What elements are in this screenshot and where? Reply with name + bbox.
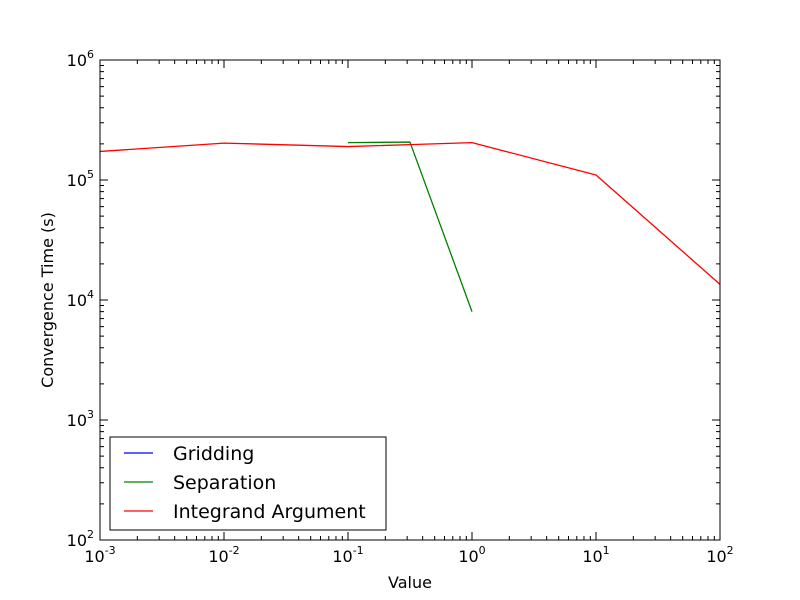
legend-items: Gridding Separation Integrand Argument	[124, 443, 366, 523]
x-tick-label-exponent: -1	[353, 544, 364, 557]
x-tick-label-exponent: 2	[727, 544, 734, 557]
series-line-2	[99, 141, 721, 285]
x-tick-label-base: 10	[208, 547, 228, 566]
x-tick-label: 101	[582, 544, 609, 566]
y-tick-label-exponent: 6	[87, 48, 94, 61]
y-axis-label: Convergence Time (s)	[38, 212, 57, 388]
y-tick-label: 102	[67, 528, 94, 550]
y-tick-label-exponent: 3	[87, 408, 94, 421]
y-tick-label-base: 10	[67, 51, 87, 70]
x-tick-label: 10-1	[332, 544, 363, 566]
legend: Gridding Separation Integrand Argument	[109, 436, 387, 531]
y-tick-label: 104	[67, 288, 94, 310]
series-layer	[99, 141, 721, 312]
x-tick-label-exponent: 1	[603, 544, 610, 557]
y-tick-label: 103	[67, 408, 94, 430]
x-tick-label-base: 10	[332, 547, 352, 566]
x-tick-label-base: 10	[706, 547, 726, 566]
y-tick-label-base: 10	[67, 291, 87, 310]
y-tick-label-base: 10	[67, 531, 87, 550]
ticks-layer	[99, 59, 721, 541]
legend-box	[109, 436, 387, 531]
x-axis-label: Value	[388, 573, 432, 592]
y-tick-label-exponent: 5	[87, 168, 94, 181]
legend-label-0: Gridding	[173, 443, 254, 465]
x-tick-label: 102	[706, 544, 733, 566]
x-tick-label-base: 10	[458, 547, 478, 566]
x-tick-label-exponent: -3	[105, 544, 116, 557]
y-tick-label-exponent: 4	[87, 288, 94, 301]
legend-label-2: Integrand Argument	[173, 501, 366, 523]
y-tick-label: 105	[67, 168, 94, 190]
y-tick-label-exponent: 2	[87, 528, 94, 541]
x-tick-label-exponent: 0	[479, 544, 486, 557]
x-tick-label: 10-2	[208, 544, 239, 566]
x-tick-label-base: 10	[84, 547, 104, 566]
y-tick-label-base: 10	[67, 171, 87, 190]
series-line-1	[347, 141, 473, 312]
x-tick-label-base: 10	[582, 547, 602, 566]
y-tick-label: 106	[67, 48, 94, 70]
x-tick-label: 100	[458, 544, 485, 566]
x-tick-label: 10-3	[84, 544, 115, 566]
legend-label-1: Separation	[173, 472, 276, 494]
x-tick-label-exponent: -2	[229, 544, 240, 557]
y-tick-label-base: 10	[67, 411, 87, 430]
